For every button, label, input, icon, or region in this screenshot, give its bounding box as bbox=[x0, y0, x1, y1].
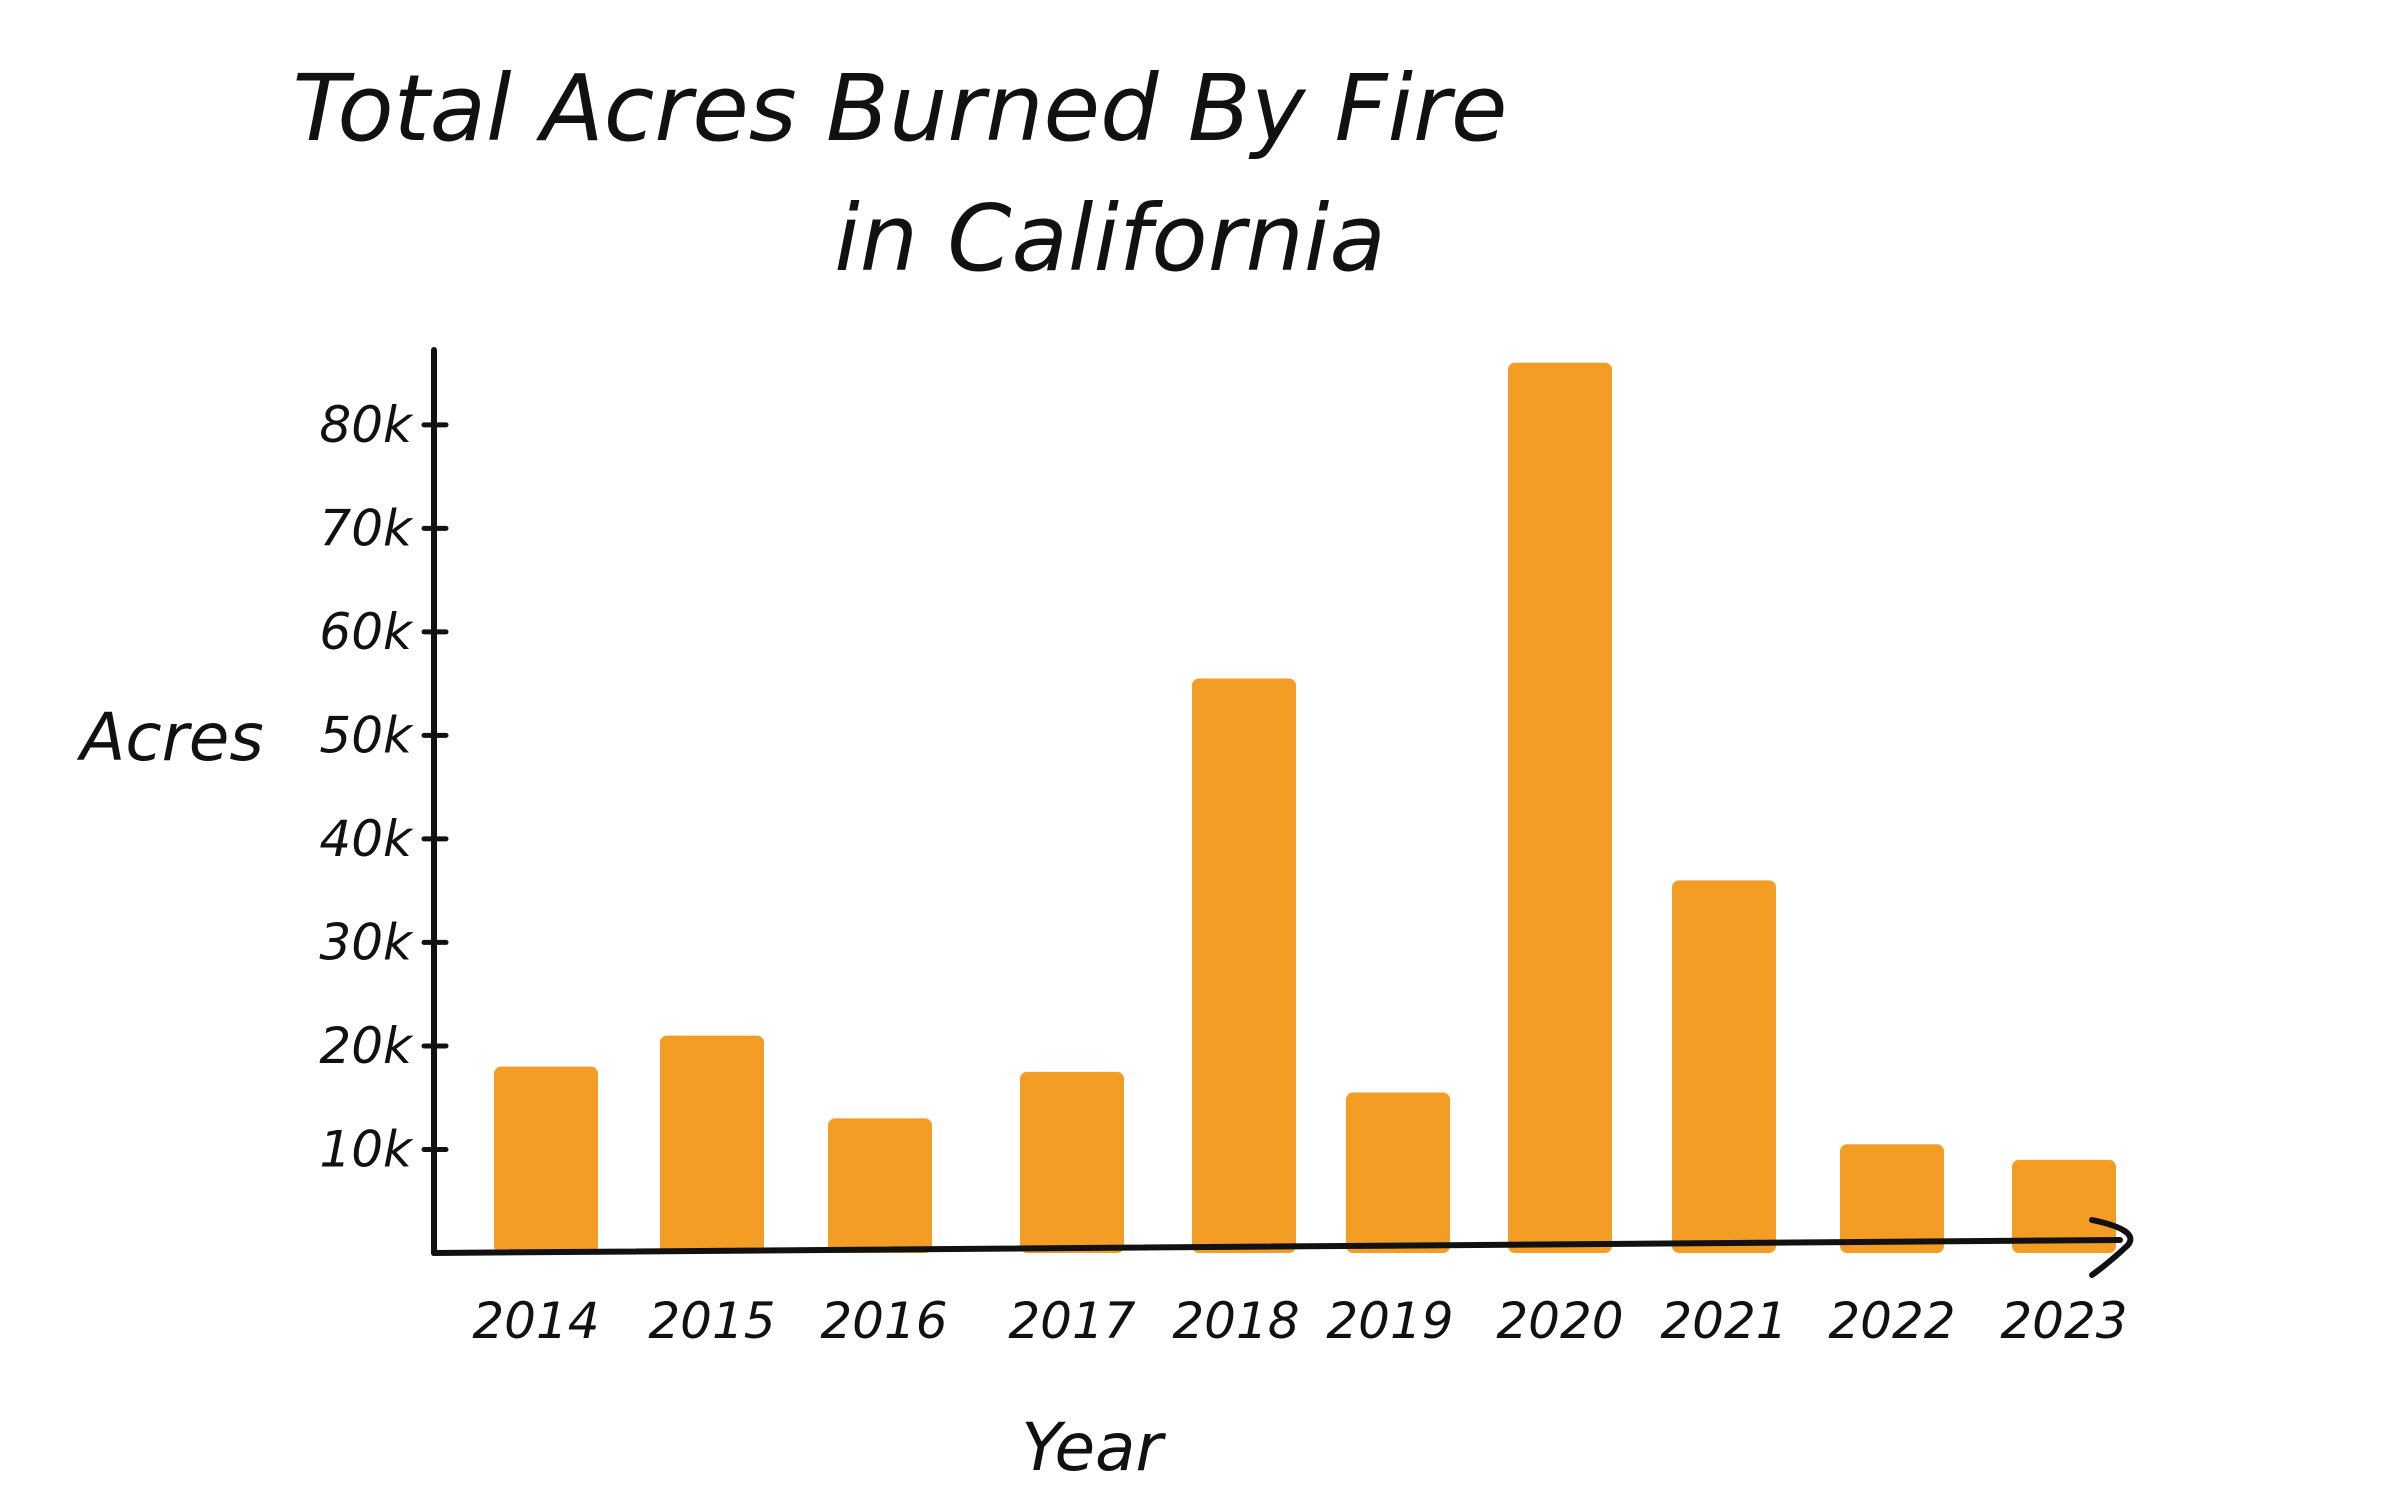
y-tick-label-30k: 30k bbox=[319, 913, 414, 971]
bar-2015 bbox=[660, 1035, 764, 1253]
x-tick-label-2021: 2021 bbox=[1660, 1292, 1787, 1350]
bar-2021 bbox=[1672, 880, 1776, 1253]
x-tick-label-2020: 2020 bbox=[1496, 1292, 1623, 1350]
bars-group bbox=[494, 362, 2116, 1253]
x-tick-label-2018: 2018 bbox=[1172, 1292, 1299, 1350]
y-tick-label-70k: 70k bbox=[319, 499, 414, 557]
y-tick-label-20k: 20k bbox=[319, 1017, 414, 1075]
x-axis-title: Year bbox=[1021, 1409, 1166, 1486]
y-tick-label-60k: 60k bbox=[319, 603, 414, 661]
x-axis-arrow bbox=[2089, 1217, 2134, 1278]
bar-2019 bbox=[1346, 1092, 1450, 1253]
x-axis-line bbox=[431, 1237, 2123, 1256]
x-tick-label-2014: 2014 bbox=[472, 1292, 599, 1350]
bar-2020 bbox=[1508, 362, 1612, 1253]
x-tick-label-2015: 2015 bbox=[648, 1292, 775, 1350]
bar-2016 bbox=[828, 1118, 932, 1253]
x-tick-label-2017: 2017 bbox=[1008, 1292, 1135, 1350]
bar-2022 bbox=[1840, 1144, 1944, 1253]
y-tick-label-80k: 80k bbox=[319, 396, 414, 454]
y-tick-label-50k: 50k bbox=[319, 706, 414, 764]
bar-2014 bbox=[494, 1066, 598, 1253]
y-axis-title: Acres bbox=[76, 699, 264, 776]
bar-2017 bbox=[1020, 1071, 1124, 1253]
x-tick-label-2023: 2023 bbox=[2000, 1292, 2127, 1350]
bar-2023 bbox=[2012, 1159, 2116, 1253]
x-tick-label-2016: 2016 bbox=[820, 1292, 947, 1350]
y-tick-label-10k: 10k bbox=[319, 1120, 414, 1178]
x-labels-group: 2014 2015 2016 2017 2018 2019 2020 2021 2022 2023 bbox=[472, 1292, 2127, 1350]
x-tick-label-2022: 2022 bbox=[1828, 1292, 1955, 1350]
bar-2018 bbox=[1192, 678, 1296, 1253]
y-tick-label-40k: 40k bbox=[319, 810, 414, 868]
x-tick-label-2019: 2019 bbox=[1326, 1292, 1453, 1350]
chart-subtitle: in California bbox=[834, 185, 1386, 292]
y-ticks-group: 10k 20k 30k 40k 50k 60k 70k 80k bbox=[319, 396, 449, 1178]
chart-title: Total Acres Burned By Fire bbox=[292, 55, 1507, 162]
